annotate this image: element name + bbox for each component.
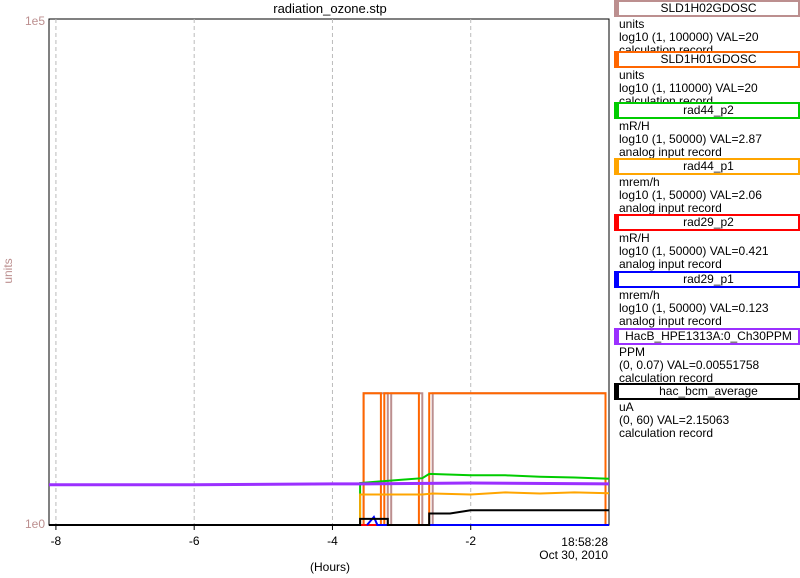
pv-range: (0, 0.07) VAL=0.00551758	[619, 358, 760, 372]
pv-name-button[interactable]: rad44_p2	[614, 102, 800, 119]
pv-name-button[interactable]: hac_bcm_average	[614, 383, 800, 400]
series-line-hacb-hpe1313a-0-ch30ppm	[49, 481, 610, 487]
pv-range: log10 (1, 110000) VAL=20	[619, 81, 758, 95]
strip-chart[interactable]: -8 -6 -4 -2 radiation_ozone.stp 1e5 1e0 uni…	[0, 0, 612, 578]
pv-units: mrem/h	[619, 175, 660, 189]
pv-name-button[interactable]: rad29_p1	[614, 271, 800, 288]
grid-lines	[55, 19, 472, 525]
pv-units: mR/H	[619, 119, 650, 133]
pv-legend-entry[interactable]: SLD1H02GDOSC units log10 (1, 100000) VAL=2…	[614, 0, 800, 56]
pv-range: log10 (1, 50000) VAL=2.87	[619, 132, 762, 146]
series-line-rad29-p1	[366, 515, 609, 526]
pv-units: units	[619, 68, 645, 82]
pv-legend-entry[interactable]: rad44_p2 mR/H log10 (1, 50000) VAL=2.87 ana…	[614, 102, 800, 158]
series-line-sld1h01gdosc	[49, 392, 609, 526]
pv-name-button[interactable]: rad44_p1	[614, 158, 800, 175]
pv-record-type: analog input record	[619, 257, 722, 271]
pv-record-type: calculation record	[619, 371, 714, 385]
pv-legend-entry[interactable]: rad44_p1 mrem/h log10 (1, 50000) VAL=2.06 a…	[614, 158, 800, 214]
y-axis-title: units	[1, 258, 15, 283]
pv-name-button[interactable]: rad29_p2	[614, 214, 800, 231]
pv-units: mR/H	[619, 231, 650, 245]
x-axis-title: (Hours)	[310, 560, 350, 574]
pv-name-button[interactable]: SLD1H01GDOSC	[614, 51, 800, 68]
pv-units: uA	[619, 400, 634, 414]
x-axis-ticks: -8 -6 -4 -2	[51, 525, 476, 548]
y-axis-top-label: 1e5	[25, 14, 45, 28]
series-group	[49, 392, 610, 526]
pv-name-button[interactable]: HacB_HPE1313A:0_Ch30PPM	[614, 328, 800, 345]
pv-range: log10 (1, 50000) VAL=0.123	[619, 301, 769, 315]
series-line-rad44-p2	[359, 472, 610, 525]
plot-area[interactable]	[48, 18, 610, 526]
end-time-label: 18:58:28	[561, 535, 608, 549]
chart-title: radiation_ozone.stp	[273, 1, 386, 16]
pv-record-type: analog input record	[619, 314, 722, 328]
series-line-rad44-p1	[359, 491, 610, 525]
pv-name-button[interactable]: SLD1H02GDOSC	[614, 0, 800, 17]
pv-legend-entry[interactable]: HacB_HPE1313A:0_Ch30PPM PPM (0, 0.07) VAL=…	[614, 328, 800, 384]
pv-legend-entry[interactable]: rad29_p2 mR/H log10 (1, 50000) VAL=0.421 an…	[614, 214, 800, 270]
pv-range: log10 (1, 100000) VAL=20	[619, 30, 759, 44]
pv-record-type: analog input record	[619, 145, 722, 159]
pv-units: units	[619, 17, 645, 31]
x-tick-label: -8	[51, 534, 62, 548]
end-date-label: Oct 30, 2010	[539, 548, 608, 562]
x-tick-label: -2	[465, 534, 476, 548]
pv-range: (0, 60) VAL=2.15063	[619, 413, 730, 427]
x-tick-label: -4	[327, 534, 338, 548]
series-line-hac-bcm-average	[49, 509, 609, 526]
pv-range: log10 (1, 50000) VAL=0.421	[619, 244, 769, 258]
pv-units: mrem/h	[619, 288, 660, 302]
pv-units: PPM	[619, 345, 646, 359]
pv-record-type: analog input record	[619, 201, 722, 215]
pv-legend-entry[interactable]: SLD1H01GDOSC units log10 (1, 110000) VAL=2…	[614, 51, 800, 107]
pv-legend-entry[interactable]: hac_bcm_average uA (0, 60) VAL=2.15063 calc…	[614, 383, 800, 439]
x-tick-label: -6	[189, 534, 200, 548]
y-axis-bottom-label: 1e0	[25, 517, 45, 531]
pv-record-type: calculation record	[619, 426, 714, 440]
pv-legend-entry[interactable]: rad29_p1 mrem/h log10 (1, 50000) VAL=0.123…	[614, 271, 800, 327]
pv-range: log10 (1, 50000) VAL=2.06	[619, 188, 762, 202]
